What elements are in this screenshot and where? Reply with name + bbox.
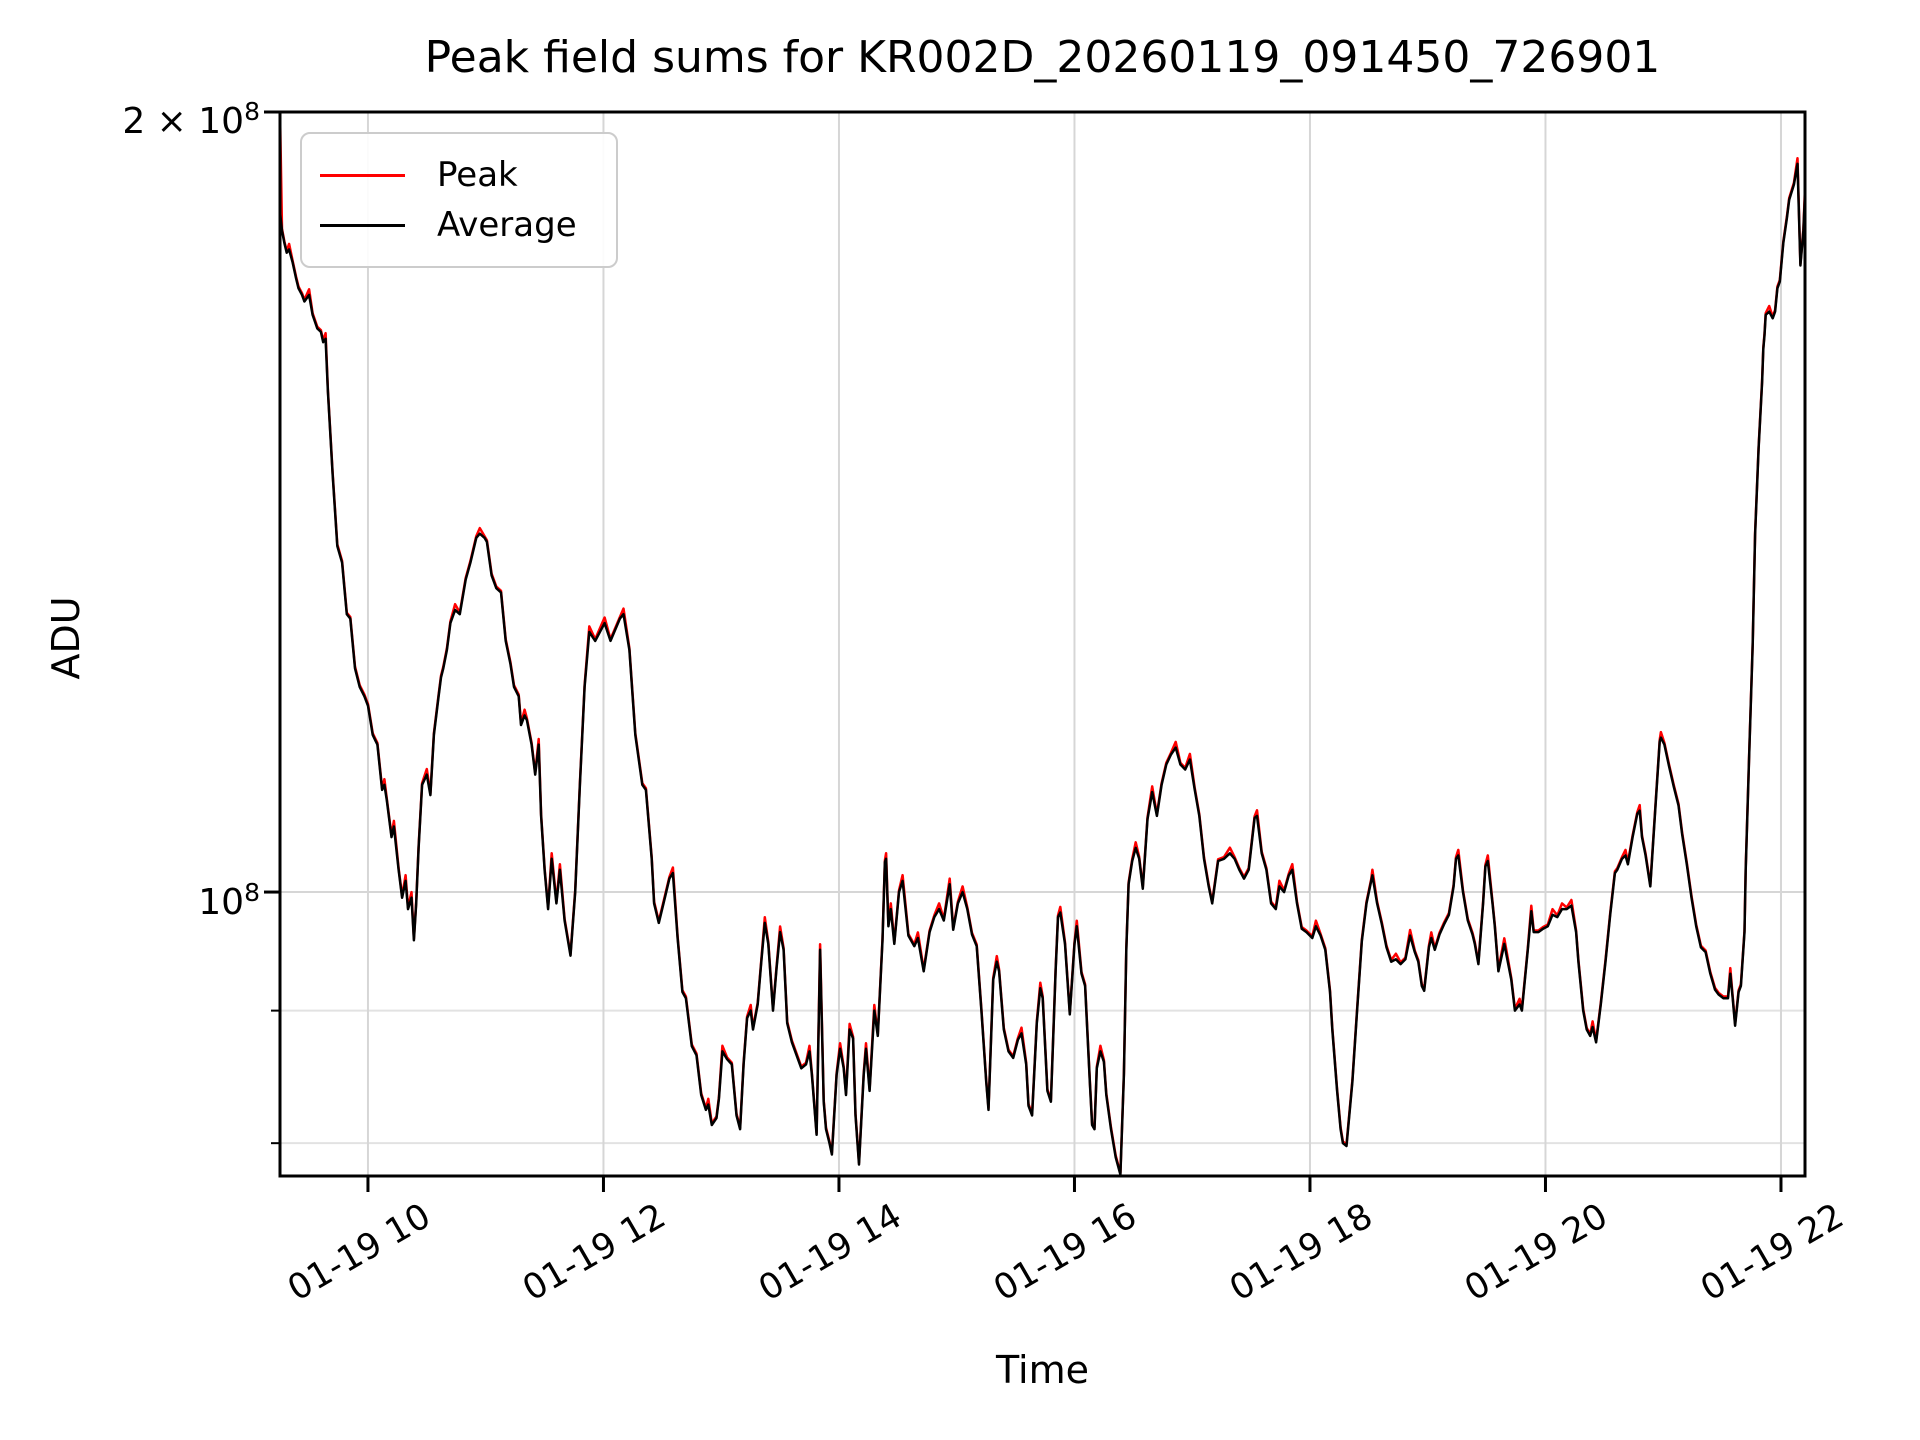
y-tick-label-1e8: 108 (40, 871, 260, 925)
average-line (280, 162, 1805, 1176)
y-tick-label-2e8: 2 × 108 (40, 90, 260, 144)
x-axis-label: Time (996, 1348, 1089, 1392)
chart-title: Peak field sums for KR002D_20260119_0914… (424, 32, 1661, 83)
y-tick-prefix: 2 × (122, 101, 199, 142)
y-tick-base: 10 (198, 101, 245, 142)
y-tick-exponent: 8 (244, 97, 260, 126)
legend-entry-peak: Peak (320, 157, 616, 193)
y-axis-label: ADU (44, 596, 88, 680)
peak-line-sample (320, 173, 405, 177)
plot-border (278, 110, 1807, 1178)
legend-entry-average: Average (320, 207, 616, 243)
average-line-sample (320, 223, 405, 227)
legend: Peak Average (300, 132, 618, 268)
legend-label-average: Average (437, 205, 577, 245)
y-tick-base: 10 (198, 882, 245, 923)
y-tick-exponent: 8 (244, 878, 260, 907)
legend-label-peak: Peak (437, 155, 518, 195)
